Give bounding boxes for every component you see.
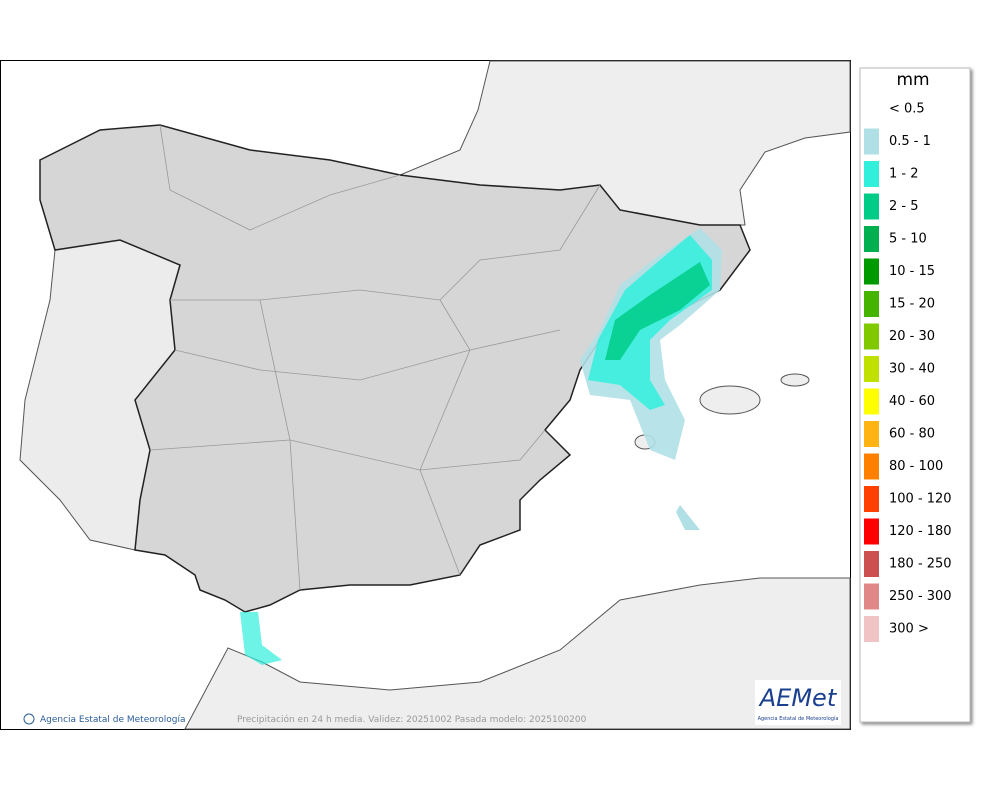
legend-swatch: [864, 161, 879, 187]
legend-label: 120 - 180: [889, 524, 952, 539]
legend-label: 250 - 300: [889, 589, 952, 604]
legend-label: 30 - 40: [889, 362, 935, 377]
map: Agencia Estatal de Meteorología Precipit…: [0, 60, 851, 730]
legend-label: 1 - 2: [889, 167, 919, 182]
region-borders: [149, 124, 601, 591]
legend-swatch: [864, 291, 879, 317]
mallorca: [699, 385, 761, 415]
legend-swatch: [864, 583, 879, 610]
legend-label: 5 - 10: [889, 232, 927, 247]
legend-label: 15 - 20: [889, 297, 935, 312]
legend-swatch: [864, 258, 879, 285]
legend-label: 0.5 - 1: [889, 134, 931, 149]
credit-icon: [23, 713, 35, 725]
legend: mm < 0.5 0.5 - 1 1 - 2 2 - 5 5 - 10 10 - 15 15…: [859, 67, 971, 723]
legend-title: mm: [896, 70, 929, 90]
legend-label: 10 - 15: [889, 264, 935, 279]
legend-swatch: [864, 356, 879, 382]
legend-label: 300 >: [889, 622, 929, 637]
credit: Agencia Estatal de Meteorología: [40, 715, 186, 725]
legend-swatch: [864, 518, 879, 545]
legend-swatch: [864, 551, 879, 577]
legend-swatch: [864, 323, 879, 350]
legend-label: < 0.5: [889, 102, 925, 117]
legend-swatch: [864, 421, 879, 447]
legend-label: 180 - 250: [889, 557, 952, 572]
legend-swatch: [864, 388, 879, 415]
legend-label: 2 - 5: [889, 199, 919, 214]
legend-label: 60 - 80: [889, 427, 935, 442]
legend-label: 100 - 120: [889, 492, 952, 507]
legend-swatch: [864, 128, 879, 155]
legend-swatch: [864, 616, 879, 642]
legend-label: 40 - 60: [889, 394, 935, 409]
logo-subtitle: Agencia Estatal de Meteorología: [758, 715, 839, 722]
legend-label: 20 - 30: [889, 329, 935, 344]
legend-swatch: [864, 453, 879, 480]
precipitation: [240, 228, 722, 665]
caption: Precipitación en 24 h media. Validez: 20…: [237, 714, 587, 725]
legend-swatch: [864, 193, 879, 220]
menorca: [780, 373, 810, 387]
logo-box: [755, 680, 841, 725]
legend-swatch: [864, 226, 879, 252]
legend-label: 80 - 100: [889, 459, 943, 474]
logo: AEMet: [758, 684, 838, 712]
spain: [39, 124, 751, 613]
legend-swatch: [864, 486, 879, 512]
